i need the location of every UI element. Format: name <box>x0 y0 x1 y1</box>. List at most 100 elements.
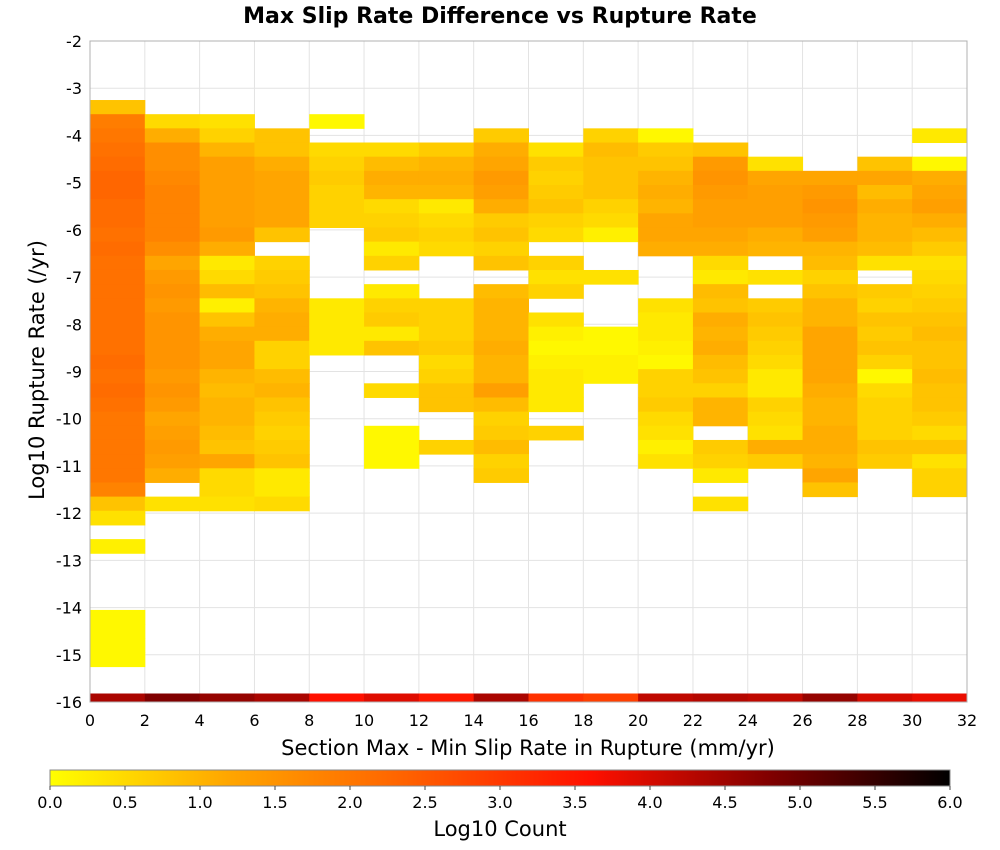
bottom-row-cell <box>583 693 639 702</box>
heatmap-cell <box>90 213 146 228</box>
heatmap-cell <box>912 199 968 214</box>
heatmap-cell <box>418 340 475 356</box>
heatmap-cell <box>144 284 201 299</box>
heatmap-cell <box>802 213 858 228</box>
heatmap-cell <box>199 354 255 370</box>
heatmap-cell <box>802 354 858 370</box>
heatmap-cell <box>802 199 858 214</box>
heatmap-cell <box>254 170 310 186</box>
heatmap-cell <box>254 496 310 512</box>
bottom-row-cell <box>747 693 804 702</box>
heatmap-cell <box>144 340 201 356</box>
heatmap-cell <box>473 185 529 200</box>
heatmap-cell <box>692 199 749 214</box>
heatmap-cell <box>692 454 749 469</box>
heatmap-cell <box>199 255 255 271</box>
heatmap-cell <box>802 383 858 398</box>
heatmap-cell <box>912 156 968 172</box>
heatmap-cell <box>802 241 858 257</box>
heatmap-cell <box>528 185 584 200</box>
y-tick-label: -7 <box>66 268 82 287</box>
colorbar-tick-label: 4.0 <box>637 793 662 812</box>
heatmap-cell <box>528 170 584 186</box>
heatmap-cell <box>857 383 913 398</box>
heatmap-cell <box>747 397 804 413</box>
heatmap-cell <box>144 128 201 144</box>
heatmap-cell <box>473 326 529 342</box>
heatmap-cell <box>692 383 749 398</box>
heatmap-cell <box>90 510 146 526</box>
heatmap-cell <box>747 383 804 398</box>
heatmap-cell <box>199 411 255 427</box>
heatmap-cell <box>418 354 475 370</box>
heatmap-cell <box>912 227 968 243</box>
bottom-row-cell <box>199 693 255 702</box>
heatmap-cell <box>473 383 529 398</box>
heatmap-cell <box>309 170 365 186</box>
heatmap-cell <box>144 369 201 384</box>
heatmap-cell <box>144 241 201 257</box>
x-axis-label: Section Max - Min Slip Rate in Rupture (… <box>281 736 775 760</box>
colorbar-tick-label: 2.5 <box>412 793 437 812</box>
heatmap-cell <box>90 397 146 413</box>
heatmap-cell <box>857 411 913 427</box>
chart-title: Max Slip Rate Difference vs Rupture Rate <box>243 4 757 29</box>
heatmap-cell <box>692 255 749 271</box>
heatmap-cell <box>473 340 529 356</box>
heatmap-cell <box>364 241 420 257</box>
heatmap-cell <box>364 326 420 342</box>
heatmap-cell <box>254 284 310 299</box>
bottom-row-cell <box>802 693 858 702</box>
heatmap-cell <box>418 298 475 313</box>
heatmap-cell <box>802 411 858 427</box>
heatmap-cell <box>747 369 804 384</box>
heatmap-cell <box>90 298 146 313</box>
heatmap-cell <box>912 255 968 271</box>
heatmap-cell <box>802 454 858 469</box>
heatmap-cell <box>254 156 310 172</box>
heatmap-cell <box>254 255 310 271</box>
y-tick-label: -15 <box>56 646 82 665</box>
heatmap-cell <box>857 227 913 243</box>
x-tick-label: 6 <box>249 711 259 730</box>
heatmap-cell <box>692 269 749 285</box>
heatmap-cell <box>90 142 146 158</box>
heatmap-cell <box>583 326 639 342</box>
heatmap-cell <box>473 156 529 172</box>
heatmap-cell <box>199 454 255 469</box>
heatmap-cell <box>473 369 529 384</box>
colorbar-tick-label: 1.0 <box>187 793 212 812</box>
heatmap-cell <box>418 439 475 455</box>
heatmap-cell <box>473 425 529 441</box>
heatmap-cell <box>912 185 968 200</box>
heatmap-cell <box>638 340 694 356</box>
heatmap-cell <box>144 298 201 313</box>
heatmap-cell <box>638 185 694 200</box>
heatmap-cell <box>144 383 201 398</box>
heatmap-cell <box>692 397 749 413</box>
y-tick-label: -6 <box>66 221 82 240</box>
heatmap-cell <box>254 454 310 469</box>
heatmap-cell <box>638 199 694 214</box>
y-tick-label: -9 <box>66 363 82 382</box>
heatmap-cell <box>638 128 694 144</box>
heatmap-cell <box>638 454 694 469</box>
heatmap-cell <box>528 354 584 370</box>
heatmap-cell <box>90 185 146 200</box>
heatmap-cell <box>912 369 968 384</box>
heatmap-cell <box>364 454 420 469</box>
heatmap-cell <box>473 298 529 313</box>
x-tick-label: 28 <box>847 711 867 730</box>
heatmap-cell <box>638 425 694 441</box>
heatmap-cell <box>254 369 310 384</box>
heatmap-cell <box>144 255 201 271</box>
x-tick-label: 0 <box>85 711 95 730</box>
heatmap-cell <box>747 439 804 455</box>
heatmap-cell <box>254 298 310 313</box>
heatmap-cell <box>912 454 968 469</box>
heatmap-cell <box>912 170 968 186</box>
heatmap-cell <box>802 425 858 441</box>
heatmap-cell <box>638 383 694 398</box>
heatmap-cell <box>912 269 968 285</box>
